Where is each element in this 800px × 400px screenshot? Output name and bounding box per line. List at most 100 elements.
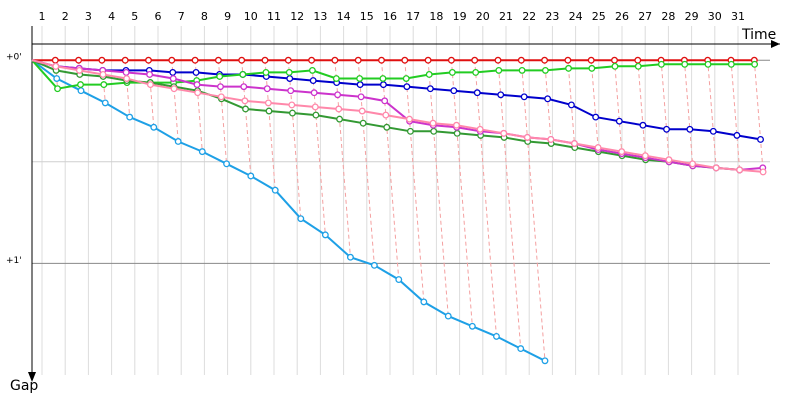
series-line xyxy=(31,59,546,362)
point xyxy=(634,62,642,70)
point xyxy=(358,107,366,115)
point xyxy=(759,168,767,176)
point xyxy=(169,68,177,76)
point xyxy=(54,85,61,93)
point xyxy=(495,66,503,74)
point xyxy=(395,276,403,284)
x-tick-label: 10 xyxy=(244,10,258,23)
lap-connector xyxy=(427,60,449,317)
point xyxy=(359,119,367,127)
point xyxy=(100,81,108,89)
point xyxy=(594,144,602,152)
lap-connector xyxy=(707,60,717,168)
point xyxy=(424,56,432,64)
point xyxy=(541,56,549,64)
point xyxy=(223,160,231,168)
x-tick-label: 15 xyxy=(360,10,374,23)
x-tick-label: 3 xyxy=(85,10,92,23)
lap-connector xyxy=(520,60,546,361)
series-line xyxy=(31,59,761,141)
point xyxy=(541,357,549,365)
lap-connector xyxy=(334,60,351,258)
x-tick-label: 20 xyxy=(476,10,490,23)
point xyxy=(493,332,500,340)
lap-connector xyxy=(450,60,473,327)
y-tick-label: +1' xyxy=(6,256,22,266)
x-tick-label: 24 xyxy=(569,10,583,23)
point xyxy=(520,93,528,101)
point xyxy=(52,62,60,70)
point xyxy=(401,56,409,64)
point xyxy=(402,75,410,82)
point xyxy=(331,56,339,64)
point xyxy=(168,56,176,64)
point xyxy=(634,56,642,64)
point xyxy=(406,127,414,135)
point xyxy=(238,56,246,64)
y-axis-label: Gap xyxy=(10,378,38,394)
x-tick-label: 13 xyxy=(313,10,327,23)
point xyxy=(126,113,134,121)
point xyxy=(77,81,84,89)
point xyxy=(336,115,343,123)
point xyxy=(332,75,340,82)
x-tick-label: 18 xyxy=(429,10,443,23)
point xyxy=(378,56,385,64)
series-line xyxy=(31,59,764,173)
point xyxy=(447,56,455,64)
point xyxy=(544,95,552,103)
point xyxy=(123,75,131,82)
x-tick-label: 9 xyxy=(224,10,231,23)
x-tick-label: 31 xyxy=(731,10,745,23)
point xyxy=(370,261,378,269)
point xyxy=(588,64,596,72)
point xyxy=(122,68,130,76)
x-tick-label: 27 xyxy=(638,10,652,23)
lap-connector xyxy=(637,60,647,160)
point xyxy=(262,68,270,76)
point xyxy=(615,117,623,125)
point xyxy=(271,186,279,194)
point xyxy=(751,60,759,68)
point xyxy=(98,56,106,64)
point xyxy=(382,111,390,119)
point xyxy=(239,71,247,78)
point xyxy=(571,140,578,147)
x-tick-label: 22 xyxy=(522,10,536,23)
point xyxy=(150,123,158,131)
lap-connector xyxy=(148,60,155,128)
point xyxy=(286,75,294,82)
x-tick-label: 21 xyxy=(499,10,513,23)
point xyxy=(99,71,107,78)
point xyxy=(75,56,83,64)
point xyxy=(453,121,460,129)
x-tick-label: 30 xyxy=(708,10,722,23)
point xyxy=(242,105,249,113)
point xyxy=(727,60,735,68)
point xyxy=(450,87,458,95)
point xyxy=(611,62,619,70)
point xyxy=(308,56,316,64)
point xyxy=(453,129,461,137)
lap-connector xyxy=(287,60,302,219)
point xyxy=(289,109,296,117)
point xyxy=(618,148,626,156)
point xyxy=(689,160,697,168)
point xyxy=(381,97,389,105)
point xyxy=(297,215,305,223)
point xyxy=(287,87,295,95)
lap-connector xyxy=(381,60,400,280)
point xyxy=(174,138,182,145)
lap-connector xyxy=(241,60,252,177)
series-line xyxy=(31,59,763,171)
lap-connector xyxy=(614,60,623,156)
point xyxy=(657,60,665,68)
point xyxy=(310,89,318,97)
point xyxy=(354,56,362,64)
point xyxy=(403,83,411,91)
point xyxy=(241,97,249,105)
lap-connector xyxy=(404,60,425,302)
point xyxy=(357,93,365,101)
point xyxy=(472,68,480,76)
